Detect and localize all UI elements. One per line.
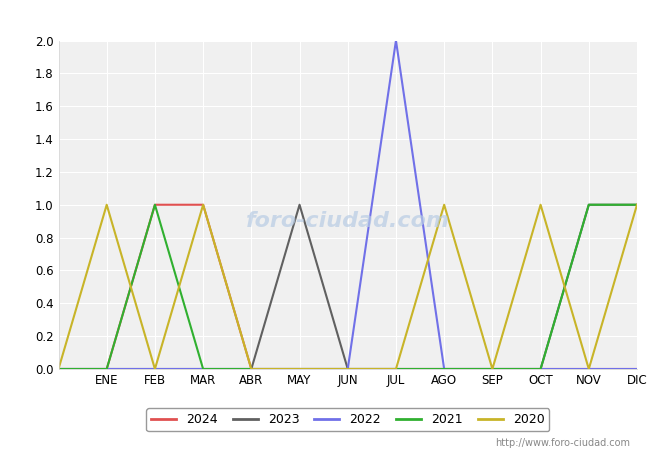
- 2020: [633, 202, 641, 207]
- 2020: [151, 366, 159, 372]
- 2023: [585, 202, 593, 207]
- 2020: [296, 366, 304, 372]
- Line: 2024: 2024: [58, 205, 637, 369]
- 2020: [489, 366, 497, 372]
- 2021: [392, 366, 400, 372]
- 2021: [103, 366, 111, 372]
- 2023: [344, 366, 352, 372]
- 2023: [440, 366, 448, 372]
- Text: foro-ciudad.com: foro-ciudad.com: [246, 211, 450, 231]
- 2024: [103, 366, 111, 372]
- 2022: [585, 366, 593, 372]
- 2022: [537, 366, 545, 372]
- 2022: [103, 366, 111, 372]
- Text: http://www.foro-ciudad.com: http://www.foro-ciudad.com: [495, 438, 630, 448]
- 2021: [440, 366, 448, 372]
- 2022: [392, 38, 400, 43]
- 2022: [248, 366, 255, 372]
- 2020: [344, 366, 352, 372]
- 2024: [344, 366, 352, 372]
- 2021: [537, 366, 545, 372]
- 2023: [392, 366, 400, 372]
- Line: 2021: 2021: [58, 205, 637, 369]
- 2022: [296, 366, 304, 372]
- 2024: [55, 366, 62, 372]
- 2024: [392, 366, 400, 372]
- 2021: [199, 366, 207, 372]
- 2024: [151, 202, 159, 207]
- 2021: [55, 366, 62, 372]
- 2020: [585, 366, 593, 372]
- 2024: [296, 366, 304, 372]
- Legend: 2024, 2023, 2022, 2021, 2020: 2024, 2023, 2022, 2021, 2020: [146, 409, 549, 432]
- 2023: [103, 366, 111, 372]
- 2021: [151, 202, 159, 207]
- 2024: [585, 366, 593, 372]
- 2023: [248, 366, 255, 372]
- 2021: [296, 366, 304, 372]
- 2022: [151, 366, 159, 372]
- 2021: [248, 366, 255, 372]
- 2021: [585, 202, 593, 207]
- Text: Matriculaciones de Vehiculos en Segart: Matriculaciones de Vehiculos en Segart: [148, 10, 502, 28]
- 2023: [199, 366, 207, 372]
- Line: 2020: 2020: [58, 205, 637, 369]
- 2023: [489, 366, 497, 372]
- 2022: [633, 366, 641, 372]
- 2022: [344, 366, 352, 372]
- 2021: [633, 202, 641, 207]
- 2024: [248, 366, 255, 372]
- 2020: [537, 202, 545, 207]
- 2023: [633, 202, 641, 207]
- 2023: [296, 202, 304, 207]
- 2024: [199, 202, 207, 207]
- 2020: [440, 202, 448, 207]
- 2024: [537, 366, 545, 372]
- 2023: [151, 366, 159, 372]
- 2023: [537, 366, 545, 372]
- 2021: [489, 366, 497, 372]
- 2022: [440, 366, 448, 372]
- 2022: [199, 366, 207, 372]
- 2020: [55, 366, 62, 372]
- Line: 2022: 2022: [58, 40, 637, 369]
- 2024: [633, 366, 641, 372]
- Line: 2023: 2023: [58, 205, 637, 369]
- 2020: [199, 202, 207, 207]
- 2020: [248, 366, 255, 372]
- 2020: [392, 366, 400, 372]
- 2020: [103, 202, 111, 207]
- 2024: [489, 366, 497, 372]
- 2021: [344, 366, 352, 372]
- 2022: [489, 366, 497, 372]
- 2023: [55, 366, 62, 372]
- 2024: [440, 366, 448, 372]
- 2022: [55, 366, 62, 372]
